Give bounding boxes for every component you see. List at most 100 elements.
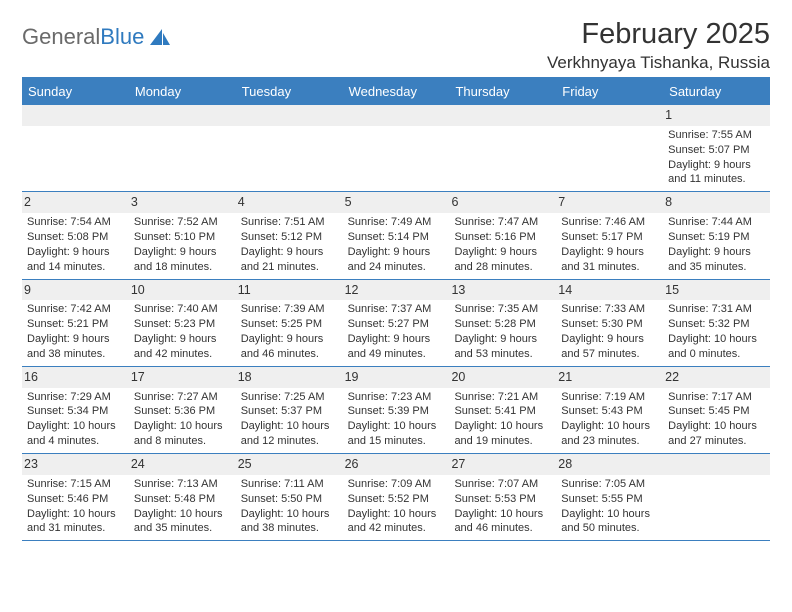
day-cell: 23Sunrise: 7:15 AM Sunset: 5:46 PM Dayli… (22, 454, 129, 540)
day-cell: 9Sunrise: 7:42 AM Sunset: 5:21 PM Daylig… (22, 280, 129, 366)
day-number: 7 (556, 192, 663, 213)
day-number: 28 (556, 454, 663, 475)
day-cell: 27Sunrise: 7:07 AM Sunset: 5:53 PM Dayli… (449, 454, 556, 540)
day-cell (449, 105, 556, 191)
day-details: Sunrise: 7:42 AM Sunset: 5:21 PM Dayligh… (27, 302, 124, 361)
day-number: 12 (343, 280, 450, 301)
day-number: 22 (663, 367, 770, 388)
brand-logo: GeneralBlue (22, 24, 172, 50)
day-number: 26 (343, 454, 450, 475)
day-number (556, 105, 663, 126)
day-details: Sunrise: 7:35 AM Sunset: 5:28 PM Dayligh… (454, 302, 551, 361)
day-number: 25 (236, 454, 343, 475)
day-details: Sunrise: 7:27 AM Sunset: 5:36 PM Dayligh… (134, 390, 231, 449)
weeks-container: 1Sunrise: 7:55 AM Sunset: 5:07 PM Daylig… (22, 105, 770, 541)
day-cell: 19Sunrise: 7:23 AM Sunset: 5:39 PM Dayli… (343, 367, 450, 453)
day-cell: 4Sunrise: 7:51 AM Sunset: 5:12 PM Daylig… (236, 192, 343, 278)
day-details: Sunrise: 7:25 AM Sunset: 5:37 PM Dayligh… (241, 390, 338, 449)
day-number: 10 (129, 280, 236, 301)
day-number: 20 (449, 367, 556, 388)
day-cell (22, 105, 129, 191)
day-cell: 15Sunrise: 7:31 AM Sunset: 5:32 PM Dayli… (663, 280, 770, 366)
day-number: 21 (556, 367, 663, 388)
dow-thursday: Thursday (449, 79, 556, 105)
day-cell: 22Sunrise: 7:17 AM Sunset: 5:45 PM Dayli… (663, 367, 770, 453)
day-number: 19 (343, 367, 450, 388)
day-number: 8 (663, 192, 770, 213)
day-details: Sunrise: 7:39 AM Sunset: 5:25 PM Dayligh… (241, 302, 338, 361)
day-details: Sunrise: 7:05 AM Sunset: 5:55 PM Dayligh… (561, 477, 658, 536)
dow-friday: Friday (556, 79, 663, 105)
day-number: 13 (449, 280, 556, 301)
week-row: 16Sunrise: 7:29 AM Sunset: 5:34 PM Dayli… (22, 367, 770, 454)
day-cell: 2Sunrise: 7:54 AM Sunset: 5:08 PM Daylig… (22, 192, 129, 278)
day-cell: 14Sunrise: 7:33 AM Sunset: 5:30 PM Dayli… (556, 280, 663, 366)
day-details: Sunrise: 7:47 AM Sunset: 5:16 PM Dayligh… (454, 215, 551, 274)
day-number: 23 (22, 454, 129, 475)
day-number (663, 454, 770, 475)
day-cell (663, 454, 770, 540)
day-number: 3 (129, 192, 236, 213)
dow-tuesday: Tuesday (236, 79, 343, 105)
day-number: 16 (22, 367, 129, 388)
dow-sunday: Sunday (22, 79, 129, 105)
day-cell: 11Sunrise: 7:39 AM Sunset: 5:25 PM Dayli… (236, 280, 343, 366)
day-number (22, 105, 129, 126)
day-cell: 28Sunrise: 7:05 AM Sunset: 5:55 PM Dayli… (556, 454, 663, 540)
week-row: 2Sunrise: 7:54 AM Sunset: 5:08 PM Daylig… (22, 192, 770, 279)
brand-part2: Blue (100, 24, 144, 50)
day-number: 15 (663, 280, 770, 301)
day-number: 24 (129, 454, 236, 475)
day-details: Sunrise: 7:49 AM Sunset: 5:14 PM Dayligh… (348, 215, 445, 274)
day-details: Sunrise: 7:40 AM Sunset: 5:23 PM Dayligh… (134, 302, 231, 361)
day-cell: 18Sunrise: 7:25 AM Sunset: 5:37 PM Dayli… (236, 367, 343, 453)
day-cell: 12Sunrise: 7:37 AM Sunset: 5:27 PM Dayli… (343, 280, 450, 366)
day-cell: 5Sunrise: 7:49 AM Sunset: 5:14 PM Daylig… (343, 192, 450, 278)
day-number: 17 (129, 367, 236, 388)
day-details: Sunrise: 7:37 AM Sunset: 5:27 PM Dayligh… (348, 302, 445, 361)
day-number: 9 (22, 280, 129, 301)
day-details: Sunrise: 7:44 AM Sunset: 5:19 PM Dayligh… (668, 215, 765, 274)
day-cell: 6Sunrise: 7:47 AM Sunset: 5:16 PM Daylig… (449, 192, 556, 278)
day-details: Sunrise: 7:55 AM Sunset: 5:07 PM Dayligh… (668, 128, 765, 187)
day-cell (236, 105, 343, 191)
brand-part1: General (22, 24, 100, 50)
day-cell: 8Sunrise: 7:44 AM Sunset: 5:19 PM Daylig… (663, 192, 770, 278)
day-cell (556, 105, 663, 191)
dow-saturday: Saturday (663, 79, 770, 105)
day-cell: 1Sunrise: 7:55 AM Sunset: 5:07 PM Daylig… (663, 105, 770, 191)
day-cell (343, 105, 450, 191)
day-details: Sunrise: 7:46 AM Sunset: 5:17 PM Dayligh… (561, 215, 658, 274)
day-cell: 21Sunrise: 7:19 AM Sunset: 5:43 PM Dayli… (556, 367, 663, 453)
day-cell (129, 105, 236, 191)
dow-wednesday: Wednesday (343, 79, 450, 105)
day-details: Sunrise: 7:23 AM Sunset: 5:39 PM Dayligh… (348, 390, 445, 449)
location-label: Verkhnyaya Tishanka, Russia (547, 53, 770, 73)
day-number (129, 105, 236, 126)
month-title: February 2025 (547, 18, 770, 51)
day-details: Sunrise: 7:09 AM Sunset: 5:52 PM Dayligh… (348, 477, 445, 536)
day-details: Sunrise: 7:33 AM Sunset: 5:30 PM Dayligh… (561, 302, 658, 361)
day-number: 2 (22, 192, 129, 213)
day-details: Sunrise: 7:11 AM Sunset: 5:50 PM Dayligh… (241, 477, 338, 536)
day-cell: 16Sunrise: 7:29 AM Sunset: 5:34 PM Dayli… (22, 367, 129, 453)
dow-header-row: Sunday Monday Tuesday Wednesday Thursday… (22, 79, 770, 105)
day-details: Sunrise: 7:13 AM Sunset: 5:48 PM Dayligh… (134, 477, 231, 536)
day-number: 6 (449, 192, 556, 213)
day-number (236, 105, 343, 126)
calendar-page: GeneralBlue February 2025 Verkhnyaya Tis… (0, 0, 792, 541)
day-details: Sunrise: 7:15 AM Sunset: 5:46 PM Dayligh… (27, 477, 124, 536)
day-cell: 3Sunrise: 7:52 AM Sunset: 5:10 PM Daylig… (129, 192, 236, 278)
day-number: 18 (236, 367, 343, 388)
day-details: Sunrise: 7:29 AM Sunset: 5:34 PM Dayligh… (27, 390, 124, 449)
day-number: 11 (236, 280, 343, 301)
day-number (343, 105, 450, 126)
day-details: Sunrise: 7:52 AM Sunset: 5:10 PM Dayligh… (134, 215, 231, 274)
day-cell: 25Sunrise: 7:11 AM Sunset: 5:50 PM Dayli… (236, 454, 343, 540)
day-number: 27 (449, 454, 556, 475)
sail-icon (148, 27, 172, 47)
week-row: 1Sunrise: 7:55 AM Sunset: 5:07 PM Daylig… (22, 105, 770, 192)
day-number: 4 (236, 192, 343, 213)
day-details: Sunrise: 7:07 AM Sunset: 5:53 PM Dayligh… (454, 477, 551, 536)
day-cell: 10Sunrise: 7:40 AM Sunset: 5:23 PM Dayli… (129, 280, 236, 366)
